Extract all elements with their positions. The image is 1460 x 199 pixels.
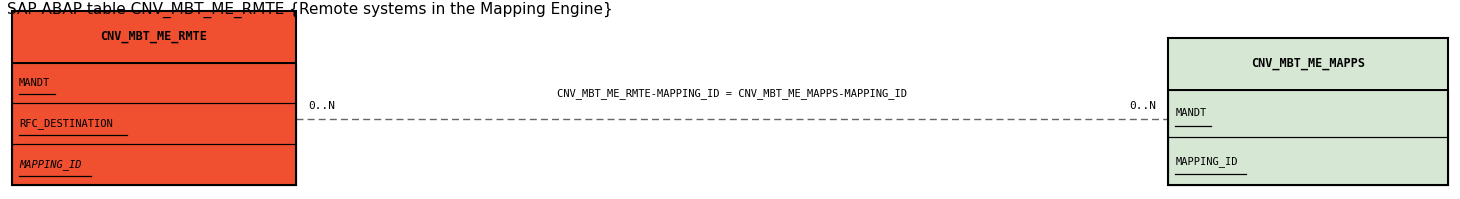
Text: 0..N: 0..N	[1130, 101, 1156, 111]
Text: SAP ABAP table CNV_MBT_ME_RMTE {Remote systems in the Mapping Engine}: SAP ABAP table CNV_MBT_ME_RMTE {Remote s…	[7, 2, 613, 18]
Bar	[1168, 137, 1448, 185]
Text: MANDT: MANDT	[19, 78, 50, 88]
Text: MANDT [CLNT (3)]: MANDT [CLNT (3)]	[19, 78, 118, 88]
Text: MAPPING_ID [CHAR (32)]: MAPPING_ID [CHAR (32)]	[1175, 156, 1313, 167]
Bar	[12, 63, 296, 103]
Text: 0..N: 0..N	[308, 101, 334, 111]
Bar	[1168, 38, 1448, 185]
Bar	[12, 103, 296, 144]
Text: CNV_MBT_ME_MAPPS: CNV_MBT_ME_MAPPS	[1251, 57, 1365, 70]
Bar	[12, 144, 296, 185]
Bar	[12, 11, 296, 185]
Bar	[1168, 38, 1448, 90]
Text: MANDT: MANDT	[1175, 108, 1206, 118]
Text: MAPPING_ID: MAPPING_ID	[19, 159, 82, 170]
Text: RFC_DESTINATION: RFC_DESTINATION	[19, 118, 112, 129]
Text: MANDT [CLNT (3)]: MANDT [CLNT (3)]	[1175, 108, 1275, 118]
Text: MAPPING_ID [CHAR (32)]: MAPPING_ID [CHAR (32)]	[19, 159, 156, 170]
Text: CNV_MBT_ME_RMTE: CNV_MBT_ME_RMTE	[101, 30, 207, 43]
Text: CNV_MBT_ME_RMTE-MAPPING_ID = CNV_MBT_ME_MAPPS-MAPPING_ID: CNV_MBT_ME_RMTE-MAPPING_ID = CNV_MBT_ME_…	[558, 88, 907, 99]
Bar	[1168, 90, 1448, 137]
Text: RFC_DESTINATION [CHAR (32)]: RFC_DESTINATION [CHAR (32)]	[19, 118, 188, 129]
Text: MAPPING_ID: MAPPING_ID	[1175, 156, 1238, 167]
Bar	[12, 11, 296, 63]
